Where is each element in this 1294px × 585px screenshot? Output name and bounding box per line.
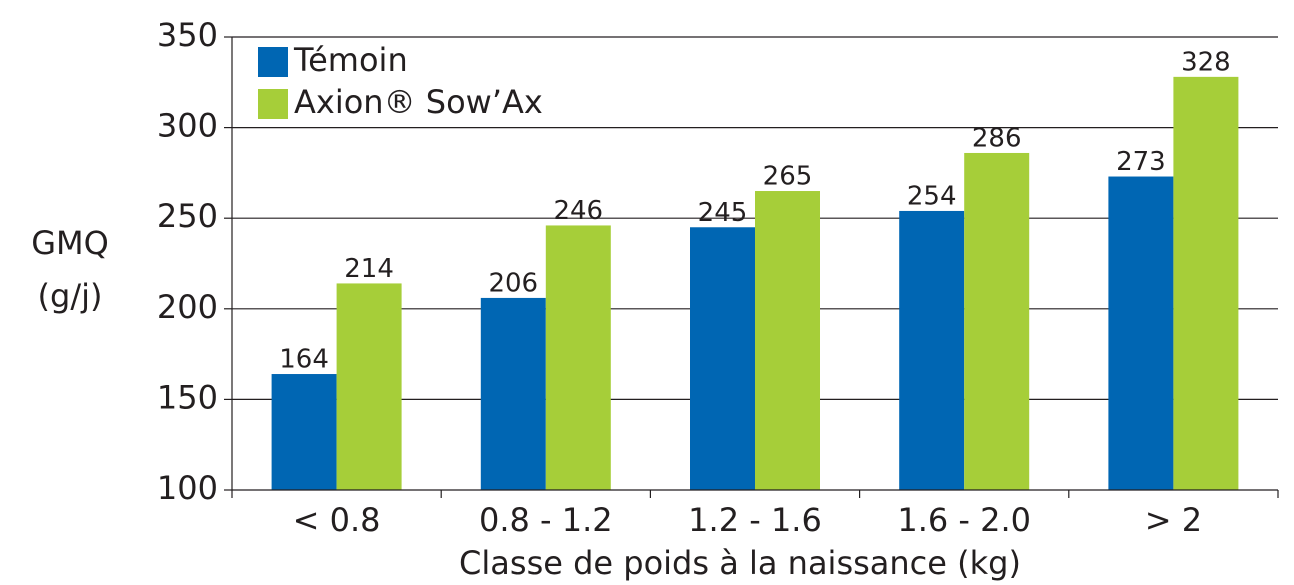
bar: [1108, 176, 1174, 491]
y-tick-label: 350: [157, 16, 218, 54]
x-tick-label: 1.6 - 2.0: [897, 501, 1031, 539]
bar: [1173, 76, 1239, 490]
value-label: 206: [488, 268, 538, 298]
value-label: 265: [763, 162, 813, 192]
bar: [964, 152, 1030, 490]
y-tick-label: 300: [157, 107, 218, 145]
y-axis-label: (g/j): [38, 277, 103, 315]
x-tick-label: > 2: [1145, 501, 1202, 539]
legend-swatch: [258, 89, 288, 119]
x-tick-label: 1.2 - 1.6: [688, 501, 822, 539]
bar: [480, 297, 546, 490]
y-tick-label: 150: [157, 378, 218, 416]
value-label: 328: [1181, 47, 1231, 77]
legend-label: Témoin: [293, 41, 408, 79]
x-tick-label: 0.8 - 1.2: [479, 501, 613, 539]
value-label: 245: [698, 198, 748, 228]
value-label: 246: [553, 196, 603, 226]
value-label: 254: [907, 181, 957, 211]
bar: [271, 374, 337, 490]
y-tick-label: 250: [157, 197, 218, 235]
x-tick-label: < 0.8: [293, 501, 381, 539]
value-label: 273: [1116, 147, 1166, 177]
bar: [336, 283, 402, 490]
legend-label: Axion® Sow’Ax: [294, 83, 543, 121]
bar: [545, 225, 611, 490]
y-tick-label: 200: [157, 288, 218, 326]
legend-swatch: [258, 47, 288, 77]
value-label: 286: [972, 123, 1022, 153]
bar: [690, 227, 755, 490]
y-tick-label: 100: [157, 469, 218, 507]
bar: [899, 210, 965, 490]
value-label: 214: [344, 254, 394, 284]
x-axis-label: Classe de poids à la naissance (kg): [459, 544, 1021, 582]
value-label: 164: [279, 345, 329, 375]
y-axis-label: GMQ: [31, 224, 109, 262]
bar: [755, 191, 820, 490]
